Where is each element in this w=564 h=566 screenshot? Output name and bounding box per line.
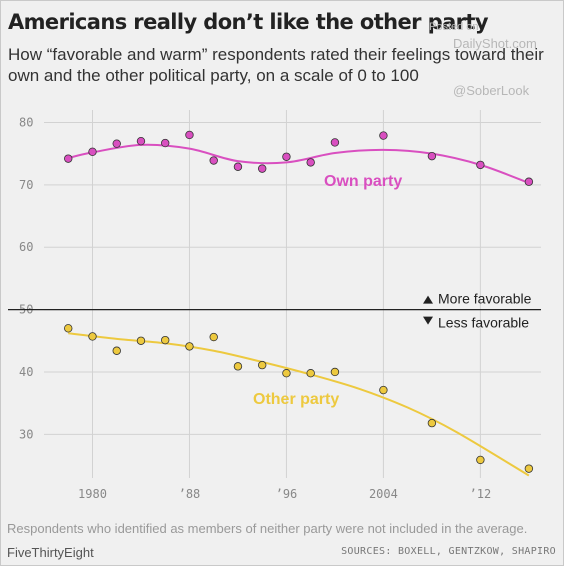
own-party-point: [524, 177, 534, 186]
other-party-point: [282, 369, 291, 378]
other-party-point: [233, 362, 243, 371]
triangle-up-icon: [423, 295, 433, 304]
own-party-point: [209, 156, 218, 165]
other-party-point: [88, 332, 97, 341]
triangle-down-icon: [423, 316, 433, 325]
own-party-point: [476, 160, 485, 170]
own-party-label: Own party: [324, 173, 402, 190]
other-party-point: [379, 385, 388, 395]
own-party-point: [330, 138, 340, 147]
own-party-point: [282, 152, 291, 161]
chart-subtitle: How “favorable and warm” respondents rat…: [8, 45, 544, 85]
own-party-point: [306, 158, 315, 167]
other-party-point: [330, 367, 340, 377]
other-party-point: [427, 418, 437, 428]
x-tick-label: 1980: [78, 487, 107, 501]
other-party-point: [209, 332, 218, 342]
chart-title: Americans really don’t like the other pa…: [8, 10, 489, 34]
own-party-point: [185, 130, 194, 140]
own-party-point: [64, 154, 73, 163]
watermark-handle: @SoberLook: [453, 83, 530, 98]
other-party-point: [185, 342, 194, 351]
y-tick-label: 60: [19, 240, 33, 254]
x-tick-label: ’96: [276, 487, 298, 501]
own-party-point: [112, 139, 121, 148]
other-party-point: [161, 335, 170, 345]
y-tick-label: 80: [19, 115, 33, 129]
own-party-trend-line: [68, 143, 530, 184]
other-party-point: [257, 360, 267, 370]
own-party-point: [427, 151, 437, 161]
other-party-point: [306, 369, 315, 378]
other-party-label: Other party: [253, 391, 339, 408]
own-party-point: [257, 164, 267, 173]
own-party-point: [161, 138, 170, 148]
watermark-posted-on: Posted on: [429, 21, 479, 33]
label-less-favorable: Less favorable: [438, 315, 529, 331]
other-party-point: [476, 455, 485, 465]
y-tick-label: 40: [19, 365, 33, 379]
brand-name: FiveThirtyEight: [7, 545, 94, 560]
y-tick-label: 70: [19, 178, 33, 192]
other-party-point: [136, 336, 146, 345]
own-party-point: [88, 147, 97, 156]
own-party-point: [233, 162, 243, 171]
own-party-point: [379, 131, 388, 140]
label-more-favorable: More favorable: [438, 291, 532, 307]
x-tick-label: ’12: [470, 487, 492, 501]
y-tick-label: 30: [19, 427, 33, 441]
own-party-point: [136, 136, 146, 146]
x-tick-label: ’88: [179, 487, 201, 501]
other-party-point: [112, 346, 121, 355]
other-party-point: [524, 464, 534, 473]
footnote: Respondents who identified as members of…: [7, 521, 528, 536]
x-tick-label: 2004: [369, 487, 398, 501]
watermark-site: DailyShot.com: [453, 36, 537, 51]
other-party-point: [64, 324, 73, 333]
sources: SOURCES: BOXELL, GENTZKOW, SHAPIRO: [341, 546, 556, 557]
